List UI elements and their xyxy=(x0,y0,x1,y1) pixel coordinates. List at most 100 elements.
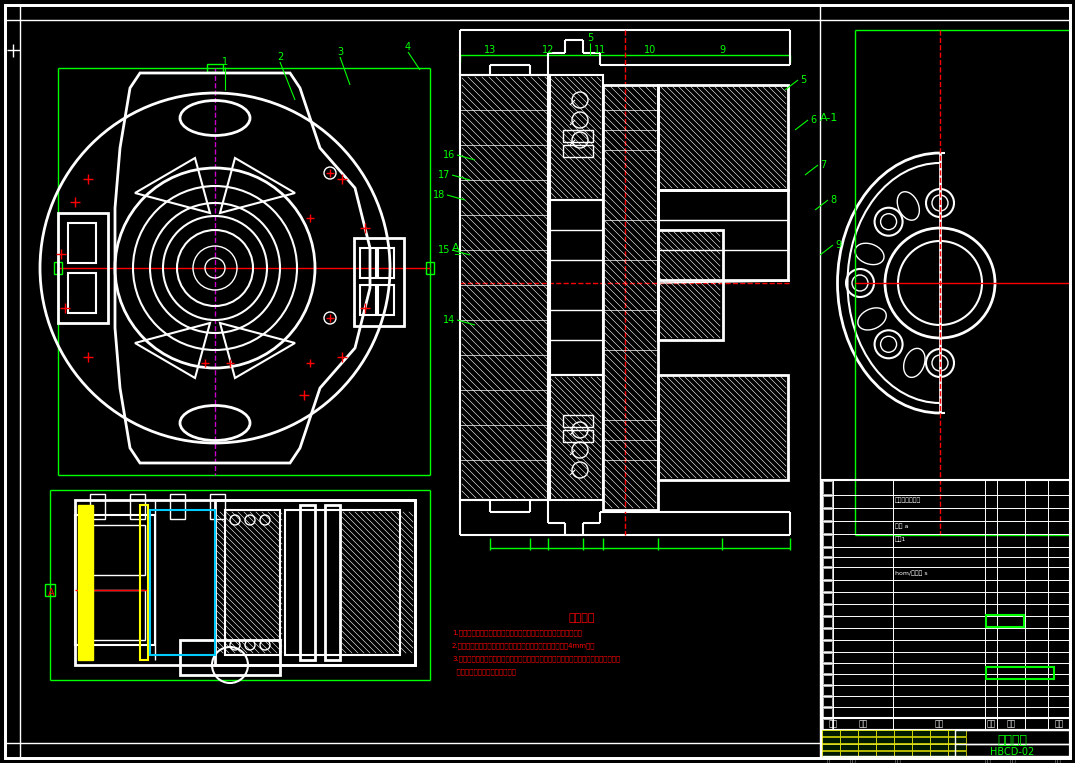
Text: A: A xyxy=(453,243,460,253)
Bar xyxy=(876,744,894,750)
Bar xyxy=(823,708,832,717)
Bar xyxy=(912,744,930,750)
Bar xyxy=(460,75,550,500)
Bar xyxy=(930,744,948,750)
Text: ─: ─ xyxy=(454,250,460,260)
Bar xyxy=(840,730,858,736)
Bar xyxy=(822,737,840,743)
Bar xyxy=(858,744,876,750)
Bar xyxy=(151,510,215,655)
Bar xyxy=(894,744,912,750)
Bar xyxy=(207,64,223,72)
Bar xyxy=(912,730,930,736)
Text: A: A xyxy=(48,588,55,598)
Text: 9: 9 xyxy=(835,240,841,250)
Bar xyxy=(354,238,404,326)
Text: 11: 11 xyxy=(593,45,606,55)
Bar xyxy=(876,730,894,736)
Text: 后轮组装: 后轮组装 xyxy=(997,733,1027,746)
Bar xyxy=(378,285,395,315)
Bar xyxy=(68,273,96,313)
Bar xyxy=(823,481,832,494)
Text: 名称: 名称 xyxy=(934,720,944,729)
Bar xyxy=(955,730,1070,758)
Bar xyxy=(823,686,832,695)
Bar xyxy=(300,505,315,660)
Bar xyxy=(658,85,788,190)
Text: HBCD-02: HBCD-02 xyxy=(990,747,1034,757)
Bar xyxy=(822,730,840,736)
Bar xyxy=(986,667,1054,679)
Bar xyxy=(563,130,593,142)
Bar xyxy=(75,515,155,645)
Text: 序: 序 xyxy=(827,758,830,763)
Bar xyxy=(360,285,376,315)
Text: 1.装配后各螺钉和螺栓螺母应均匀拧紧，保证装配部件紧固和稳固。: 1.装配后各螺钉和螺栓螺母应均匀拧紧，保证装配部件紧固和稳固。 xyxy=(452,629,582,636)
Bar xyxy=(68,223,96,263)
Bar xyxy=(225,510,280,655)
Bar xyxy=(45,584,55,596)
Bar xyxy=(170,494,185,519)
Text: 18: 18 xyxy=(433,190,445,200)
Bar xyxy=(823,719,832,729)
Text: 名称: 名称 xyxy=(895,758,902,763)
Bar xyxy=(894,737,912,743)
Text: 2: 2 xyxy=(277,52,283,62)
Bar xyxy=(840,737,858,743)
Bar xyxy=(876,751,894,757)
Bar xyxy=(823,664,832,673)
Text: 7: 7 xyxy=(820,160,827,170)
Bar xyxy=(658,220,788,250)
Bar xyxy=(948,751,966,757)
Bar xyxy=(823,605,832,615)
Bar xyxy=(822,751,840,757)
Text: 13: 13 xyxy=(484,45,497,55)
Bar xyxy=(930,730,948,736)
Bar xyxy=(822,730,1070,758)
Bar xyxy=(912,751,930,757)
Bar xyxy=(548,75,603,200)
Text: 代号: 代号 xyxy=(858,720,868,729)
Text: 制动盘总成零件: 制动盘总成零件 xyxy=(895,497,921,503)
Bar xyxy=(130,494,145,519)
Text: 2.轴承与轴配合应采用液体端面密封环密封，油封深度不超出4mm止。: 2.轴承与轴配合应采用液体端面密封环密封，油封深度不超出4mm止。 xyxy=(452,642,596,649)
Bar xyxy=(823,558,832,566)
Text: 代号: 代号 xyxy=(850,758,857,763)
Text: 15: 15 xyxy=(438,245,450,255)
Bar xyxy=(85,525,145,575)
Text: 3: 3 xyxy=(336,47,343,57)
Bar xyxy=(548,200,603,375)
Text: 序号: 序号 xyxy=(829,720,837,729)
Bar xyxy=(948,730,966,736)
Bar xyxy=(78,505,94,660)
Bar xyxy=(658,375,788,480)
Bar xyxy=(75,500,415,665)
Bar xyxy=(90,494,105,519)
Bar xyxy=(180,640,280,675)
Bar xyxy=(823,675,832,684)
Text: 16: 16 xyxy=(443,150,455,160)
Bar xyxy=(325,505,340,660)
Bar xyxy=(823,509,832,520)
Bar xyxy=(840,744,858,750)
Text: 备注: 备注 xyxy=(1055,758,1061,763)
Bar xyxy=(986,615,1024,627)
Text: 备注: 备注 xyxy=(1055,720,1063,729)
Bar xyxy=(894,751,912,757)
Text: 9: 9 xyxy=(719,45,725,55)
Text: 数量: 数量 xyxy=(987,720,995,729)
Bar xyxy=(823,581,832,591)
Bar xyxy=(858,751,876,757)
Text: 10: 10 xyxy=(644,45,656,55)
Bar xyxy=(210,494,225,519)
Text: 技术要求: 技术要求 xyxy=(569,613,596,623)
Bar xyxy=(426,262,434,274)
Bar xyxy=(823,548,832,556)
Bar xyxy=(823,568,832,579)
Text: 5: 5 xyxy=(800,75,806,85)
Bar xyxy=(823,653,832,662)
Bar xyxy=(823,522,832,533)
Bar xyxy=(948,737,966,743)
Bar xyxy=(823,617,832,627)
Bar xyxy=(658,190,788,280)
